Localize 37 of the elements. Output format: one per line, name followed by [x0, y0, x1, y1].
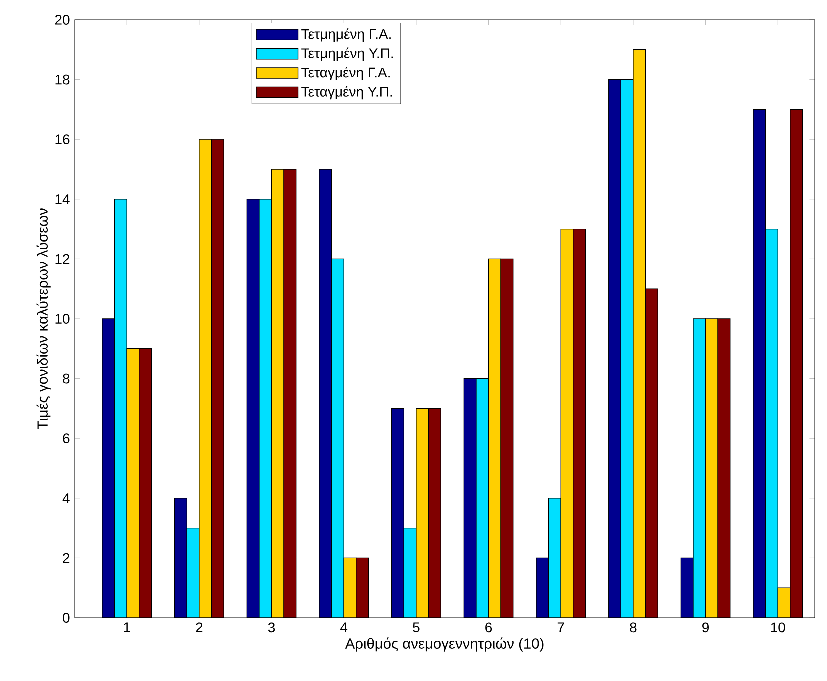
y-tick-label: 0	[63, 613, 70, 623]
bar	[790, 109, 804, 618]
x-tick-label: 2	[196, 622, 203, 632]
bar	[718, 318, 731, 618]
bar	[139, 348, 152, 618]
legend-label: Τεταγμένη Γ.Α.	[302, 67, 390, 80]
y-tick-label: 12	[56, 254, 70, 264]
y-tick-label: 20	[55, 15, 70, 25]
y-tick-label: 2	[63, 553, 70, 564]
y-tick-label: 4	[62, 494, 70, 504]
y-tick-label: 16	[56, 134, 70, 145]
bar	[500, 258, 514, 618]
x-tick-label: 9	[702, 622, 710, 633]
x-tick-label: 6	[486, 622, 492, 633]
legend-label: Τεταγμένη Υ.Π.	[302, 86, 392, 100]
x-axis-title: Αριθμός ανεμογεννητριών (10)	[345, 638, 544, 652]
x-tick-label: 8	[630, 622, 637, 633]
y-tick-label: 6	[63, 434, 70, 444]
x-tick-label: 3	[268, 622, 276, 633]
y-tick-label: 10	[56, 314, 70, 324]
x-tick-label: 1	[124, 622, 130, 632]
legend-label: Τετμημένη Υ.Π.	[302, 48, 394, 62]
bar	[356, 558, 370, 618]
y-tick-label: 18	[56, 74, 70, 85]
x-tick-label: 4	[340, 622, 348, 632]
bar	[573, 228, 586, 618]
legend-label: Τετμημένη Γ.Α.	[302, 28, 391, 42]
y-axis-title: Τιμές γονιδίων καλύτερων λύσεων	[36, 208, 51, 430]
x-tick-label: 5	[413, 622, 420, 632]
x-tick-label: 10	[771, 622, 786, 633]
y-tick-label: 14	[56, 194, 70, 204]
bar	[428, 408, 442, 618]
bar	[284, 169, 297, 618]
y-tick-label: 8	[63, 374, 70, 384]
bar	[645, 288, 658, 618]
bar	[211, 139, 224, 618]
x-tick-label: 7	[558, 622, 564, 632]
